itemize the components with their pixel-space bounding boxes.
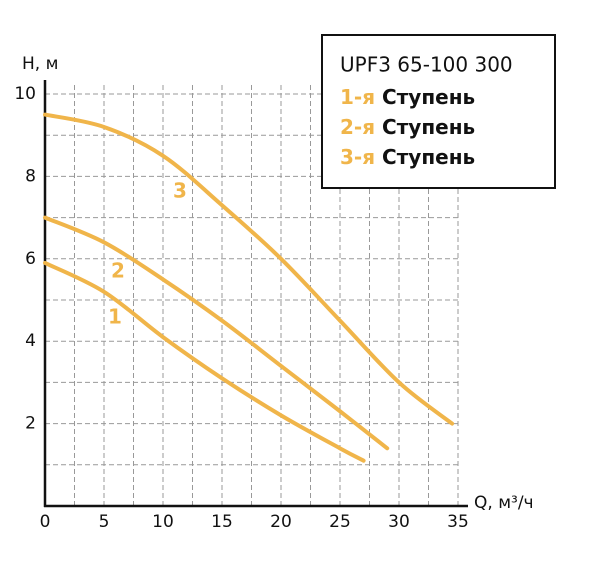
legend-name: Ступень	[382, 115, 475, 139]
curve-label: 1	[108, 305, 122, 329]
x-tick-label: 20	[270, 512, 292, 532]
legend-entry: 3-я Ступень	[340, 145, 475, 169]
legend-stage: 2-я	[340, 115, 375, 139]
curve	[43, 215, 390, 451]
x-tick-label: 15	[211, 512, 233, 532]
y-tick-label: 4	[25, 331, 36, 351]
legend-entry: 2-я Ступень	[340, 115, 475, 139]
legend-box	[321, 34, 556, 189]
y-tick-label: 6	[25, 249, 36, 269]
legend-name: Ступень	[382, 85, 475, 109]
y-axis-label: H, м	[22, 54, 58, 74]
x-axis-label: Q, м³/ч	[474, 493, 534, 513]
y-tick-label: 10	[14, 84, 36, 104]
x-tick-label: 5	[99, 512, 110, 532]
x-tick-label: 10	[152, 512, 174, 532]
legend-entry: 1-я Ступень	[340, 85, 475, 109]
x-tick-label: 0	[40, 512, 51, 532]
curve-label: 3	[173, 179, 187, 203]
legend-title: UPF3 65-100 300	[340, 53, 513, 77]
x-tick-label: 30	[388, 512, 410, 532]
legend-stage: 3-я	[340, 145, 375, 169]
curve	[43, 112, 455, 426]
legend-name: Ступень	[382, 145, 475, 169]
legend-stage: 1-я	[340, 85, 375, 109]
x-tick-label: 35	[447, 512, 469, 532]
curve-label: 2	[111, 259, 125, 283]
y-tick-label: 2	[25, 414, 36, 434]
x-tick-label: 25	[329, 512, 351, 532]
y-tick-label: 8	[25, 166, 36, 186]
curve	[43, 260, 366, 463]
